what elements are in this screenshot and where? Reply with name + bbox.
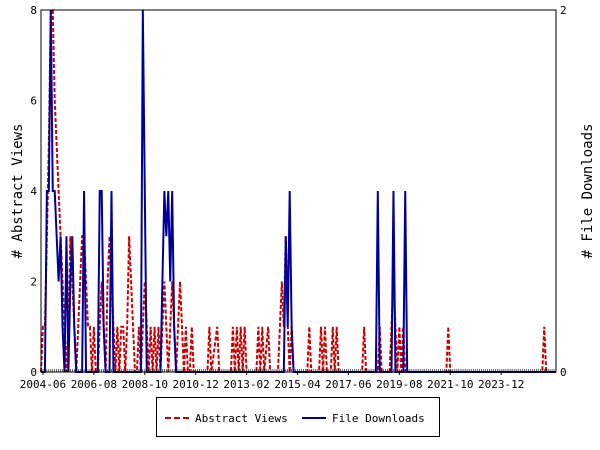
abstract-views-series <box>40 9 556 373</box>
legend-item-file-downloads: File Downloads <box>302 410 425 426</box>
y-right-axis-title: # File Downloads <box>580 124 596 259</box>
x-tick-label: 2021-10 <box>427 378 473 391</box>
y-left-tick-label: 6 <box>30 95 37 108</box>
legend: Abstract Views File Downloads <box>156 397 440 437</box>
y-left-tick-label: 2 <box>30 276 37 289</box>
legend-swatch-file-downloads <box>302 417 326 419</box>
x-tick-label: 2023-12 <box>478 378 524 391</box>
y-left-tick-label: 4 <box>30 185 37 198</box>
file-downloads-series <box>41 9 556 373</box>
abstract-views-line <box>40 9 556 373</box>
legend-item-abstract-views: Abstract Views <box>165 410 288 426</box>
legend-label-file-downloads: File Downloads <box>332 411 425 425</box>
y-right-tick-labels: 02 <box>560 4 567 379</box>
legend-swatch-abstract-views <box>165 417 189 419</box>
x-tick-labels: 2004-06 2006-08 2008-10 2010-12 2013-02 2015-… <box>20 372 524 391</box>
y-left-tick-label: 0 <box>30 366 37 379</box>
y-left-tick-labels: 0 2 4 6 8 <box>30 4 37 379</box>
y-right-tick-label: 2 <box>560 4 567 17</box>
plot-frame <box>40 9 557 373</box>
y-left-tick-label: 8 <box>30 4 37 17</box>
x-tick-label: 2004-06 <box>20 378 66 391</box>
x-tick-label: 2017-06 <box>325 378 371 391</box>
x-tick-label: 2006-08 <box>71 378 117 391</box>
x-tick-label: 2019-08 <box>376 378 422 391</box>
legend-label-abstract-views: Abstract Views <box>195 411 288 425</box>
file-downloads-line <box>41 9 556 373</box>
x-tick-label: 2013-02 <box>223 378 269 391</box>
x-tick-label: 2015-04 <box>274 378 321 391</box>
x-tick-label: 2010-12 <box>173 378 219 391</box>
x-tick-label: 2008-10 <box>122 378 168 391</box>
y-left-axis-title: # Abstract Views <box>10 124 26 259</box>
y-right-tick-label: 0 <box>560 366 567 379</box>
